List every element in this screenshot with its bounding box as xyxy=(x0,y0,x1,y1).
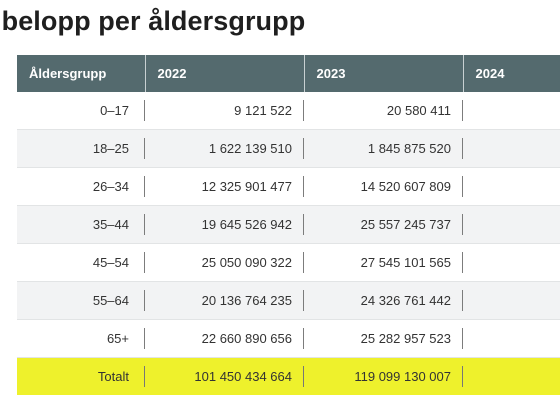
total-2022-value: 101 450 434 664 xyxy=(194,369,292,384)
table-row: 65+ 22 660 890 656 25 282 957 523 26 841 xyxy=(17,319,560,358)
cell-age-group-value: 65+ xyxy=(106,331,129,346)
cell-2022-value: 9 121 522 xyxy=(234,103,292,118)
column-divider xyxy=(462,366,463,387)
column-divider xyxy=(303,176,304,197)
cell-2022: 25 050 090 322 xyxy=(145,243,304,282)
total-2022: 101 450 434 664 xyxy=(145,357,304,395)
column-header-2022[interactable]: 2022 xyxy=(145,55,305,92)
cell-2023-value: 24 326 761 442 xyxy=(360,293,451,308)
cell-2022: 22 660 890 656 xyxy=(145,319,304,358)
column-divider xyxy=(303,328,304,349)
column-divider xyxy=(303,214,304,235)
table-container: Åldersgrupp 2022 2023 2024 0–17 9 121 522… xyxy=(17,55,560,395)
column-divider xyxy=(462,138,463,159)
column-divider xyxy=(462,214,463,235)
column-divider xyxy=(462,252,463,273)
column-divider xyxy=(303,252,304,273)
table-header: Åldersgrupp 2022 2023 2024 xyxy=(17,55,560,92)
cell-2022-value: 1 622 139 510 xyxy=(208,141,292,156)
cell-2023-value: 25 282 957 523 xyxy=(360,331,451,346)
table-row: 18–25 1 622 139 510 1 845 875 520 1 946 xyxy=(17,129,560,168)
column-divider xyxy=(303,100,304,121)
cell-age-group: 45–54 xyxy=(17,243,145,282)
total-label-value: Totalt xyxy=(97,369,129,384)
cell-2023-value: 25 557 245 737 xyxy=(360,217,451,232)
table-row: 55–64 20 136 764 235 24 326 761 442 28 924 xyxy=(17,281,560,320)
column-divider xyxy=(144,366,145,387)
column-divider xyxy=(303,290,304,311)
cell-age-group-value: 0–17 xyxy=(100,103,129,118)
column-divider xyxy=(303,366,304,387)
cell-2022-value: 20 136 764 235 xyxy=(201,293,292,308)
table-body: 0–17 9 121 522 20 580 411 31 18–25 1 622 139 … xyxy=(17,92,560,395)
cell-2022: 9 121 522 xyxy=(145,92,304,130)
cell-2022-value: 19 645 526 942 xyxy=(201,217,292,232)
cell-age-group: 18–25 xyxy=(17,129,145,168)
cell-age-group-value: 45–54 xyxy=(92,255,129,270)
column-divider xyxy=(144,100,145,121)
column-divider xyxy=(462,176,463,197)
cell-2023: 1 845 875 520 xyxy=(304,129,463,168)
total-2023: 119 099 130 007 xyxy=(304,357,463,395)
cell-2024: 31 723 xyxy=(463,243,560,282)
table-row: 0–17 9 121 522 20 580 411 31 xyxy=(17,92,560,130)
cell-2022-value: 22 660 890 656 xyxy=(201,331,292,346)
column-divider xyxy=(144,290,145,311)
cell-2024: 31 931 xyxy=(463,205,560,244)
cell-2022: 12 325 901 477 xyxy=(145,167,304,206)
cell-2022-value: 25 050 090 322 xyxy=(201,255,292,270)
column-divider xyxy=(144,214,145,235)
cell-2023: 25 282 957 523 xyxy=(304,319,463,358)
header-row: Åldersgrupp 2022 2023 2024 xyxy=(17,55,560,92)
cell-2024: 31 xyxy=(463,92,560,130)
column-divider xyxy=(144,138,145,159)
cell-2024: 16 567 xyxy=(463,167,560,206)
column-divider xyxy=(303,138,304,159)
column-divider xyxy=(144,328,145,349)
column-divider xyxy=(462,328,463,349)
cell-2022: 19 645 526 942 xyxy=(145,205,304,244)
cell-2022: 20 136 764 235 xyxy=(145,281,304,320)
cell-2023: 14 520 607 809 xyxy=(304,167,463,206)
cell-2023-value: 27 545 101 565 xyxy=(360,255,451,270)
total-row: Totalt 101 450 434 664 119 099 130 007 137 … xyxy=(17,357,560,395)
cell-age-group: 65+ xyxy=(17,319,145,358)
cell-2023-value: 1 845 875 520 xyxy=(367,141,451,156)
column-header-age-group[interactable]: Åldersgrupp xyxy=(17,55,146,92)
cell-age-group: 26–34 xyxy=(17,167,145,206)
table-row: 35–44 19 645 526 942 25 557 245 737 31 931 xyxy=(17,205,560,244)
column-divider xyxy=(144,252,145,273)
column-divider xyxy=(462,290,463,311)
table-row: 26–34 12 325 901 477 14 520 607 809 16 567 xyxy=(17,167,560,206)
cell-2024: 1 946 xyxy=(463,129,560,168)
total-2023-value: 119 099 130 007 xyxy=(354,369,451,384)
page-title: lbelopp per åldersgrupp xyxy=(0,6,306,36)
column-header-2024[interactable]: 2024 xyxy=(463,55,560,92)
cell-age-group: 35–44 xyxy=(17,205,145,244)
cell-2022-value: 12 325 901 477 xyxy=(201,179,292,194)
cell-age-group-value: 18–25 xyxy=(92,141,129,156)
cell-age-group-value: 55–64 xyxy=(92,293,129,308)
total-2024: 137 966 xyxy=(463,357,560,395)
column-divider xyxy=(144,176,145,197)
cell-2023-value: 14 520 607 809 xyxy=(360,179,451,194)
cell-2023-value: 20 580 411 xyxy=(386,103,451,118)
cell-2024: 28 924 xyxy=(463,281,560,320)
cell-2022: 1 622 139 510 xyxy=(145,129,304,168)
cell-2024: 26 841 xyxy=(463,319,560,358)
cell-2023: 27 545 101 565 xyxy=(304,243,463,282)
cell-age-group-value: 26–34 xyxy=(92,179,129,194)
total-label: Totalt xyxy=(17,357,145,395)
cell-age-group: 0–17 xyxy=(17,92,145,130)
cell-2023: 24 326 761 442 xyxy=(304,281,463,320)
column-header-2023[interactable]: 2023 xyxy=(304,55,464,92)
cell-2023: 25 557 245 737 xyxy=(304,205,463,244)
cell-age-group-value: 35–44 xyxy=(92,217,129,232)
data-table: Åldersgrupp 2022 2023 2024 0–17 9 121 522… xyxy=(17,55,560,395)
cell-2023: 20 580 411 xyxy=(304,92,463,130)
table-row: 45–54 25 050 090 322 27 545 101 565 31 723 xyxy=(17,243,560,282)
column-divider xyxy=(462,100,463,121)
cell-age-group: 55–64 xyxy=(17,281,145,320)
